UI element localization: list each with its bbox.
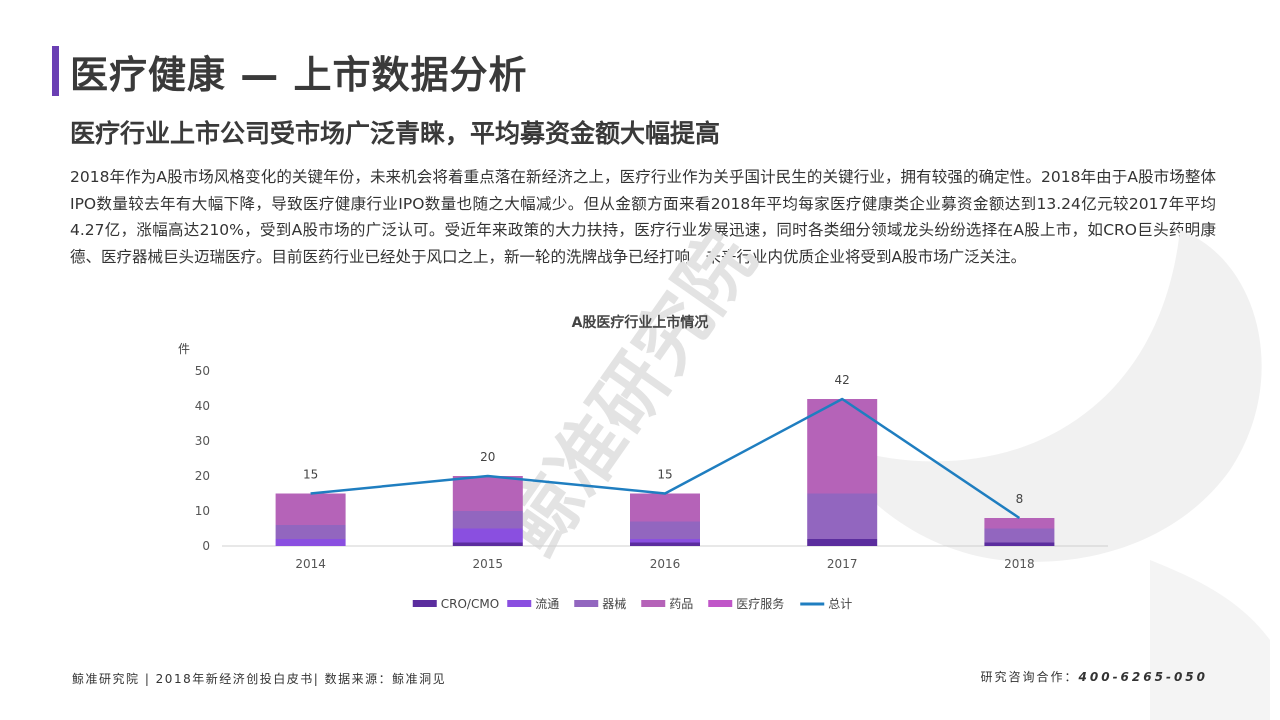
legend-label: 器械: [602, 596, 626, 611]
data-label: 15: [303, 468, 318, 482]
bar-segment: [275, 539, 346, 546]
footer-phone: 400-6265-050: [1078, 670, 1208, 684]
footer-source: 鲸准研究院 | 2018年新经济创投白皮书| 数据来源：鲸准洞见: [72, 672, 447, 686]
bar-segment: [630, 493, 700, 522]
y-tick-label: 0: [202, 539, 210, 553]
legend-label: CRO/CMO: [441, 597, 499, 611]
legend-label: 医疗服务: [736, 596, 784, 611]
legend-swatch: [641, 600, 666, 607]
bar-segment: [630, 542, 700, 546]
bar-segment: [452, 542, 523, 546]
bar-segment: [984, 528, 1055, 543]
legend-swatch: [574, 600, 599, 607]
data-label: 8: [1016, 492, 1024, 506]
legend-swatch: [507, 600, 532, 607]
y-tick-label: 20: [195, 469, 210, 483]
y-tick-label: 40: [195, 399, 210, 413]
data-label: 20: [480, 450, 495, 464]
bar-segment: [452, 528, 523, 543]
bar-segment: [275, 525, 346, 539]
bar-segment: [984, 518, 1055, 529]
legend-swatch: [412, 600, 437, 607]
y-tick-label: 50: [195, 364, 210, 378]
footer-contact-label: 研究咨询合作：: [980, 670, 1079, 684]
x-tick-label: 2015: [473, 557, 504, 571]
data-label: 15: [657, 468, 672, 482]
bar-segment: [984, 542, 1055, 546]
legend-label: 流通: [535, 597, 559, 611]
bar-segment: [452, 476, 523, 511]
x-tick-label: 2014: [295, 557, 326, 571]
bar-segment: [630, 539, 700, 543]
bar-segment: [807, 493, 878, 539]
y-tick-label: 10: [195, 504, 210, 518]
legend-label: 总计: [828, 597, 852, 611]
chart-title: A股医疗行业上市情况: [572, 314, 709, 331]
footer-contact: 研究咨询合作：400-6265-050: [981, 668, 1208, 685]
data-label: 42: [835, 373, 850, 387]
bar-segment: [452, 511, 523, 529]
bar-segment: [807, 539, 878, 546]
y-tick-label: 30: [195, 434, 210, 448]
y-axis-label: 件: [178, 342, 190, 356]
page-title: 医疗健康 — 上市数据分析: [70, 53, 528, 97]
bar-segment: [630, 521, 700, 539]
x-tick-label: 2017: [827, 557, 858, 571]
title-accent-bar: [52, 46, 59, 96]
x-tick-label: 2016: [650, 557, 681, 571]
legend-label: 药品: [669, 597, 693, 611]
page-subtitle: 医疗行业上市公司受市场广泛青睐，平均募资金额大幅提高: [70, 119, 721, 148]
total-line: [310, 397, 1021, 520]
bar-segment: [275, 493, 346, 525]
x-tick-label: 2018: [1004, 557, 1035, 571]
legend-swatch: [708, 600, 733, 607]
